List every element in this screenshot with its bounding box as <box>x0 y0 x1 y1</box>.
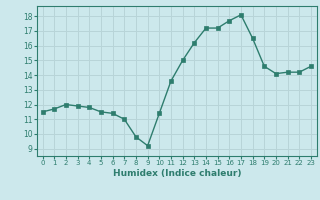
X-axis label: Humidex (Indice chaleur): Humidex (Indice chaleur) <box>113 169 241 178</box>
